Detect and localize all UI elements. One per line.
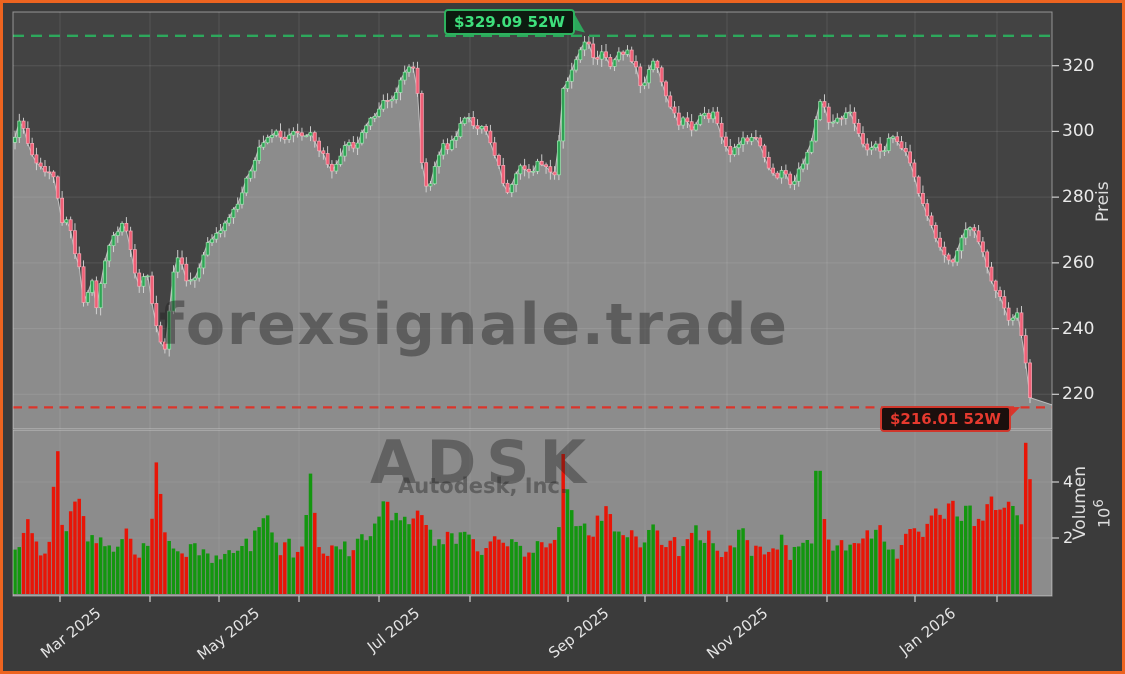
price-tick-label: 240 (1062, 318, 1095, 339)
annotation-52w-high: $329.09 52W (444, 9, 575, 35)
candles (13, 35, 1032, 404)
price-tick-label: 320 (1062, 55, 1095, 76)
volume-bars (13, 442, 1032, 594)
price-tick-label: 260 (1062, 252, 1095, 273)
price-tick-label: 220 (1062, 384, 1095, 405)
volume-tick-label: 4 (1063, 472, 1074, 491)
price-tick-label: 280 (1062, 187, 1095, 208)
annotation-52w-low: $216.01 52W (880, 406, 1011, 432)
price-tick-label: 300 (1062, 121, 1095, 142)
volume-tick-label: 2 (1063, 528, 1074, 547)
